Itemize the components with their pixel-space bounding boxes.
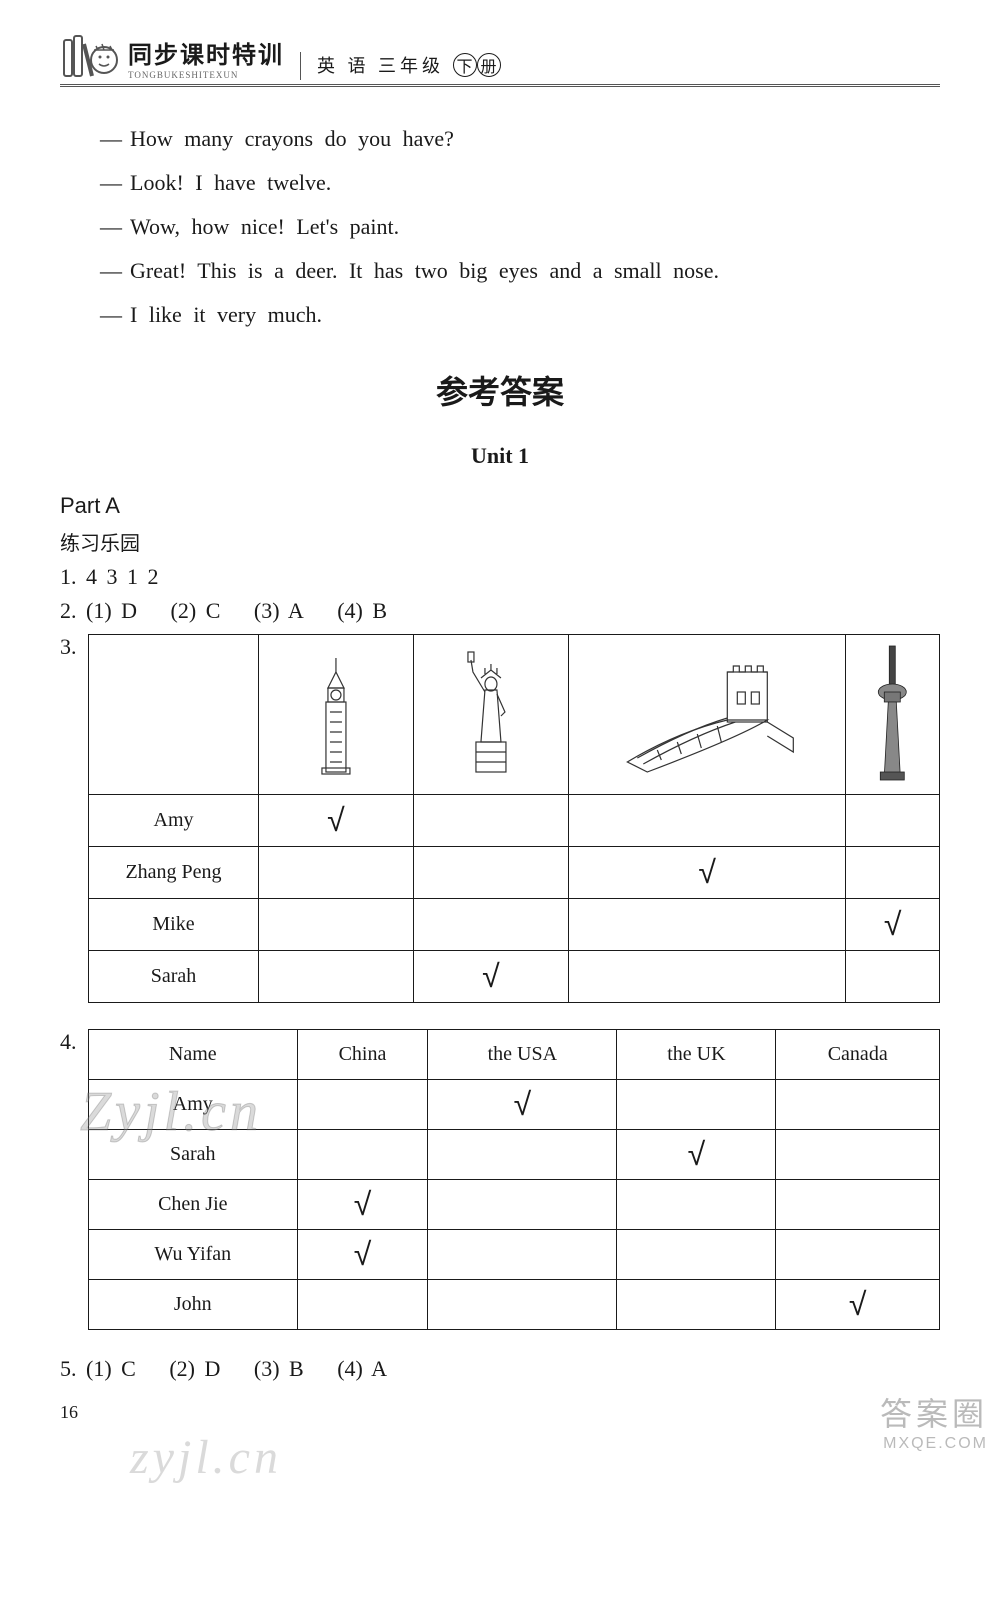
table-row: Amy√ — [89, 1080, 940, 1130]
dialogue-block: —How many crayons do you have? —Look! I … — [60, 117, 940, 337]
answer-item: (1) D — [86, 598, 137, 623]
table-row: Mike√ — [89, 899, 940, 951]
check-cell — [259, 899, 414, 951]
check-cell: √ — [297, 1230, 428, 1280]
check-cell — [297, 1080, 428, 1130]
check-cell: √ — [413, 951, 568, 1003]
check-cell — [297, 1130, 428, 1180]
check-cell — [568, 795, 846, 847]
check-cell — [413, 899, 568, 951]
table-4-wrap: 4. Name China the USA the UK Canada Amy√… — [60, 1029, 940, 1330]
unit-title: Unit 1 — [60, 443, 940, 469]
table-row: Name China the USA the UK Canada — [89, 1030, 940, 1080]
check-cell — [617, 1230, 776, 1280]
table-row — [89, 635, 940, 795]
header-subject: 英 语 三年级 下册 — [300, 52, 501, 80]
check-cell — [776, 1230, 940, 1280]
answer-line-2: 2. (1) D (2) C (3) A (4) B — [60, 598, 940, 624]
term-char-1: 下 — [453, 53, 477, 77]
check-cell: √ — [568, 847, 846, 899]
dialogue-line: —Wow, how nice! Let's paint. — [100, 205, 940, 249]
answer-item: (3) B — [254, 1356, 304, 1381]
dialogue-line: —How many crayons do you have? — [100, 117, 940, 161]
table-3-wrap: 3. — [60, 634, 940, 1003]
check-cell: √ — [297, 1180, 428, 1230]
term-char-2: 册 — [477, 53, 501, 77]
answer-line-1: 1. 4 3 1 2 — [60, 564, 940, 590]
table-4: Name China the USA the UK Canada Amy√ Sa… — [88, 1029, 940, 1330]
table-3-number: 3. — [60, 634, 88, 660]
check-cell — [428, 1180, 617, 1230]
check-cell — [776, 1180, 940, 1230]
landmark-great-wall-icon — [568, 635, 846, 795]
answer-item: (1) C — [86, 1356, 136, 1381]
answer-item: (3) A — [254, 598, 304, 623]
answer-item: (2) D — [169, 1356, 220, 1381]
table-3: Amy√ Zhang Peng√ Mike√ Sarah√ — [88, 634, 940, 1003]
header-title-box: 同步课时特训 TONGBUKESHITEXUN — [128, 35, 284, 80]
table-row: Chen Jie√ — [89, 1180, 940, 1230]
table-row: Zhang Peng√ — [89, 847, 940, 899]
check-cell — [617, 1280, 776, 1330]
answers-title: 参考答案 — [60, 367, 940, 413]
check-cell: √ — [428, 1080, 617, 1130]
check-cell: √ — [259, 795, 414, 847]
dialogue-line: —I like it very much. — [100, 293, 940, 337]
check-cell — [413, 847, 568, 899]
table-row: Sarah√ — [89, 951, 940, 1003]
check-cell — [617, 1080, 776, 1130]
answer-item: (4) A — [337, 1356, 387, 1381]
check-cell: √ — [846, 899, 940, 951]
page-number: 16 — [60, 1402, 940, 1423]
check-cell — [259, 951, 414, 1003]
answer-item: (4) B — [337, 598, 387, 623]
table-row: Amy√ — [89, 795, 940, 847]
check-cell — [568, 899, 846, 951]
header-title: 同步课时特训 — [128, 35, 284, 70]
check-cell — [428, 1130, 617, 1180]
landmark-cn-tower-icon — [846, 635, 940, 795]
check-cell: √ — [776, 1280, 940, 1330]
landmark-statue-liberty-icon — [413, 635, 568, 795]
table-row: Sarah√ — [89, 1130, 940, 1180]
check-cell — [428, 1280, 617, 1330]
table-4-number: 4. — [60, 1029, 88, 1055]
dialogue-line: —Great! This is a deer. It has two big e… — [100, 249, 940, 293]
check-cell — [568, 951, 846, 1003]
table-row: Wu Yifan√ — [89, 1230, 940, 1280]
check-cell — [846, 795, 940, 847]
check-cell — [297, 1280, 428, 1330]
landmark-big-ben-icon — [259, 635, 414, 795]
check-cell — [846, 847, 940, 899]
practice-label: 练习乐园 — [60, 527, 940, 556]
header-pinyin: TONGBUKESHITEXUN — [128, 70, 284, 80]
part-label: Part A — [60, 493, 940, 519]
answer-item: (2) C — [171, 598, 221, 623]
check-cell — [617, 1180, 776, 1230]
table-row: John√ — [89, 1280, 940, 1330]
check-cell — [776, 1130, 940, 1180]
answer-line-5: 5. (1) C (2) D (3) B (4) A — [60, 1356, 940, 1382]
check-cell: √ — [617, 1130, 776, 1180]
header-logo-icon — [60, 30, 120, 80]
check-cell — [413, 795, 568, 847]
check-cell — [846, 951, 940, 1003]
dialogue-line: —Look! I have twelve. — [100, 161, 940, 205]
check-cell — [776, 1080, 940, 1130]
check-cell — [259, 847, 414, 899]
page-header: 同步课时特训 TONGBUKESHITEXUN 英 语 三年级 下册 — [60, 30, 940, 87]
check-cell — [428, 1230, 617, 1280]
